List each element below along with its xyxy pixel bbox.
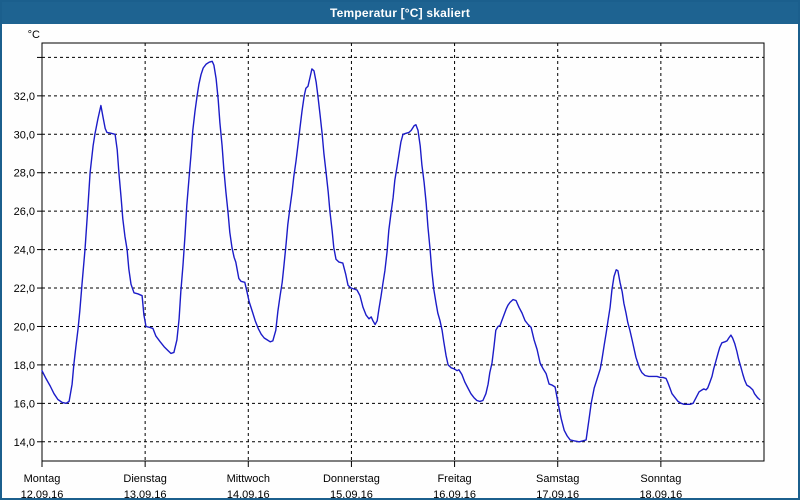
x-day-label: Sonntag xyxy=(640,473,681,485)
x-date-label: 14.09.16 xyxy=(227,489,270,498)
x-gridlines: Montag 12.09.16 Dienstag 13.09.16 Mittwoch 14… xyxy=(21,43,682,498)
y-tick-label: 28,0 xyxy=(14,168,35,180)
x-day-label: Samstag xyxy=(536,473,579,485)
x-day-label: Freitag xyxy=(437,473,471,485)
x-date-label: 13.09.16 xyxy=(124,489,167,498)
y-tick-label: 18,0 xyxy=(14,360,35,372)
y-unit-label: °C xyxy=(28,29,40,41)
plot-border xyxy=(41,42,765,462)
y-tick-label: 32,0 xyxy=(14,91,35,103)
chart-container: 14,0 16,0 18,0 20,0 22,0 24,0 26,0 28,0 30,0 32,0… xyxy=(2,24,798,498)
temperature-chart: 14,0 16,0 18,0 20,0 22,0 24,0 26,0 28,0 30,0 32,0… xyxy=(14,29,765,498)
y-tick-label: 24,0 xyxy=(14,245,35,257)
y-tick-label: 26,0 xyxy=(14,206,35,218)
y-tick-label: 30,0 xyxy=(14,129,35,141)
x-day-label: Donnerstag xyxy=(323,473,380,485)
y-tick-label: 16,0 xyxy=(14,398,35,410)
x-date-label: 15.09.16 xyxy=(330,489,373,498)
x-day-label: Dienstag xyxy=(123,473,166,485)
x-day-label: Mittwoch xyxy=(227,473,270,485)
x-date-label: 17.09.16 xyxy=(536,489,579,498)
temperature-line xyxy=(41,60,761,443)
x-date-label: 18.09.16 xyxy=(639,489,682,498)
y-gridlines: 14,0 16,0 18,0 20,0 22,0 24,0 26,0 28,0 30,0 32,0 xyxy=(14,56,764,449)
y-tick-label: 22,0 xyxy=(14,283,35,295)
x-date-label: 12.09.16 xyxy=(21,489,64,498)
x-date-label: 16.09.16 xyxy=(433,489,476,498)
window-title: Temperatur [°C] skaliert xyxy=(2,2,798,24)
y-tick-label: 14,0 xyxy=(14,437,35,449)
y-tick-label: 20,0 xyxy=(14,321,35,333)
x-day-label: Montag xyxy=(24,473,61,485)
